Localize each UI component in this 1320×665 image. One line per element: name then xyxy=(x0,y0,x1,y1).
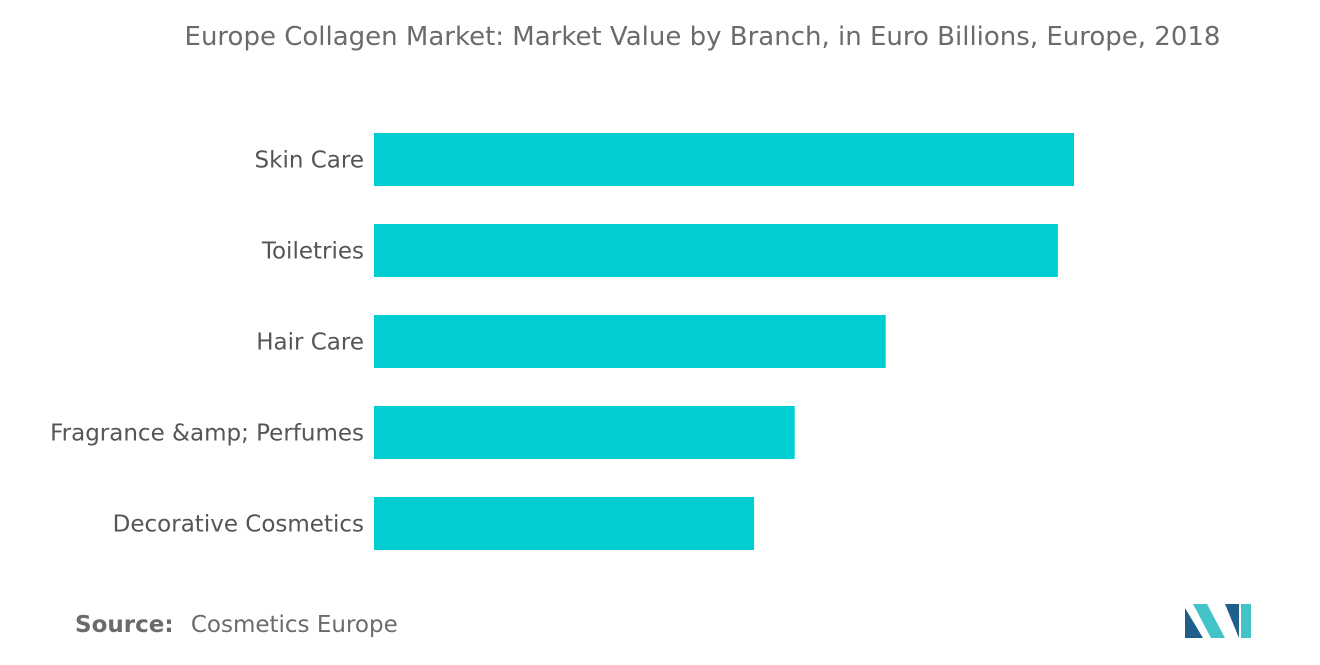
source-label: Source: xyxy=(75,612,174,638)
category-label: Fragrance &amp; Perfumes xyxy=(50,421,364,447)
logo-shape-edge xyxy=(1241,604,1251,638)
bars-group xyxy=(374,133,1074,550)
bar-fragrance-amp-perfumes xyxy=(374,406,795,459)
source-text: Cosmetics Europe xyxy=(190,612,398,638)
bar-skin-care xyxy=(374,133,1074,186)
logo-shape-center xyxy=(1193,604,1225,638)
brand-logo-icon xyxy=(1185,604,1251,638)
logo-shape-right xyxy=(1225,604,1239,638)
category-label: Hair Care xyxy=(256,330,364,356)
bar-hair-care xyxy=(374,315,886,368)
bar-decorative-cosmetics xyxy=(374,497,755,550)
category-label: Toiletries xyxy=(261,239,364,265)
category-label: Skin Care xyxy=(255,148,364,174)
source-note: Source: Cosmetics Europe xyxy=(75,612,398,638)
chart-title: Europe Collagen Market: Market Value by … xyxy=(184,22,1221,52)
logo-shape-left xyxy=(1185,608,1203,638)
category-labels: Skin Care Toiletries Hair Care Fragrance &a… xyxy=(50,148,364,538)
bar-toiletries xyxy=(374,224,1058,277)
category-label: Decorative Cosmetics xyxy=(113,512,364,538)
